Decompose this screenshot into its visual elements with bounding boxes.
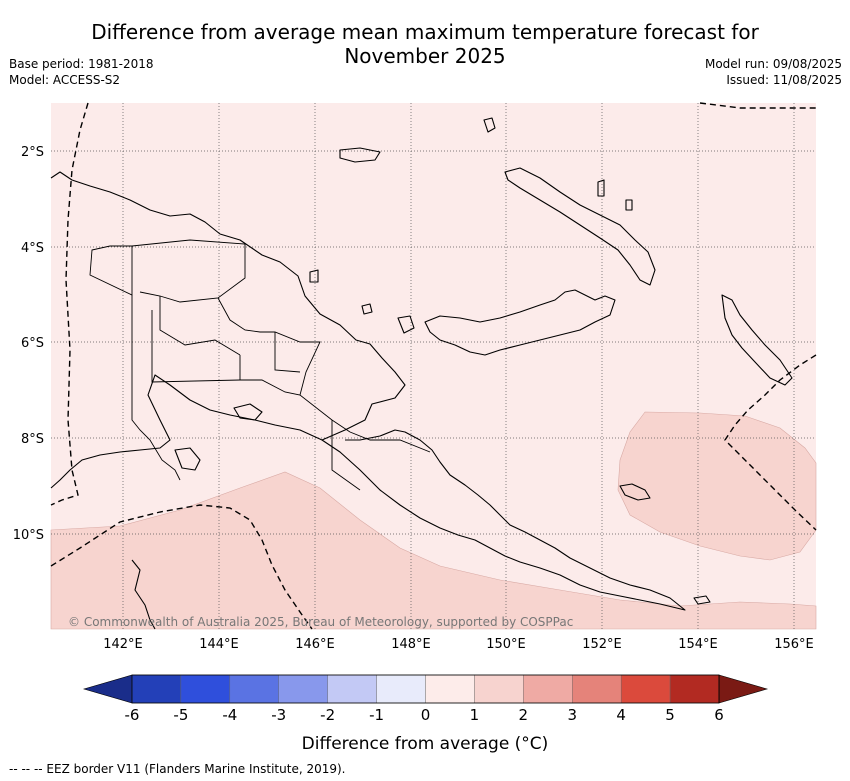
eez-borders: [50, 102, 817, 630]
colorbar-segment: [180, 674, 231, 704]
title-line-1: Difference from average mean maximum tem…: [91, 20, 759, 44]
lat-label: 8°S: [21, 432, 44, 447]
longitude-labels: 142°E 144°E 146°E 148°E 150°E 152°E 154°…: [103, 637, 814, 652]
lon-label: 148°E: [391, 637, 431, 652]
eez-border-west: [50, 102, 89, 506]
lon-label: 150°E: [486, 637, 526, 652]
colorbar-tick-label: -2: [320, 706, 335, 724]
colorbar-label: Difference from average (°C): [302, 734, 549, 754]
colorbar-segment: [278, 674, 328, 704]
eez-border-solomons: [724, 354, 817, 531]
papuan-peninsula-coast: [321, 429, 686, 611]
colorbar-tick-label: 3: [567, 706, 577, 724]
colorbar-tick-label: 1: [470, 706, 480, 724]
lon-label: 154°E: [678, 637, 718, 652]
colorbar-extend-low: [82, 674, 133, 704]
lon-label: 146°E: [295, 637, 335, 652]
lat-label: 6°S: [21, 336, 44, 351]
colorbar-tick-label: -6: [125, 706, 140, 724]
title-line-2: November 2025: [344, 44, 506, 68]
map-title: Difference from average mean maximum tem…: [0, 20, 850, 68]
new-ireland-coast: [504, 167, 656, 286]
eez-border-east: [699, 102, 816, 109]
borders: [89, 239, 431, 491]
colorbar-extend-high: [718, 674, 769, 704]
bougainville-coast: [721, 294, 793, 386]
colorbar-tick-label: 2: [519, 706, 529, 724]
warm-anomaly-region-south: [50, 471, 817, 630]
issued-date: Issued: 11/08/2025: [726, 73, 842, 87]
colorbar-tick-label: 5: [665, 706, 675, 724]
graticule: [51, 103, 816, 629]
eez-footnote: -- -- -- EEZ border V11 (Flanders Marine…: [9, 762, 346, 776]
colorbar-segment: [376, 674, 426, 704]
colorbar-segment: [474, 674, 524, 704]
model-run: Model run: 09/08/2025: [704, 57, 842, 71]
meta-right: Model run: 09/08/2025 Issued: 11/08/2025: [705, 56, 842, 88]
colorbar-tick-label: -1: [369, 706, 384, 724]
cape-york-coast: [131, 559, 156, 630]
colorbar-segment: [131, 674, 182, 704]
model-name: Model: ACCESS-S2: [9, 73, 121, 87]
latitude-labels: 2°S 4°S 6°S 8°S 10°S: [13, 145, 44, 543]
lat-label: 10°S: [13, 528, 44, 543]
colorbar-tick-label: 6: [714, 706, 724, 724]
lat-label: 2°S: [21, 145, 44, 160]
lon-label: 142°E: [103, 637, 143, 652]
eez-border-south: [50, 504, 313, 630]
lat-label: 4°S: [21, 241, 44, 256]
lon-label: 156°E: [774, 637, 814, 652]
meta-left: Base period: 1981-2018 Model: ACCESS-S2: [9, 56, 154, 88]
colorbar-segment: [572, 674, 622, 704]
base-period: Base period: 1981-2018: [9, 57, 154, 71]
colorbar: -6 -5 -4 -3 -2 -1 0 1 2 3 4 5 6: [82, 674, 769, 724]
colorbar-tick-label: -3: [271, 706, 286, 724]
png-indonesia-border: [131, 295, 181, 481]
colorbar-tick-label: -4: [222, 706, 237, 724]
warm-anomaly-region-east: [617, 411, 817, 561]
coastlines: [50, 117, 793, 630]
map-credit: © Commonwealth of Australia 2025, Bureau…: [68, 615, 573, 629]
colorbar-segment: [620, 674, 671, 704]
colorbar-segment: [669, 674, 720, 704]
colorbar-tick-label: 4: [616, 706, 626, 724]
colorbar-tick-label: 0: [421, 706, 431, 724]
new-guinea-coast: [50, 171, 406, 489]
colorbar-frame: [131, 674, 720, 704]
lon-label: 144°E: [199, 637, 239, 652]
colorbar-segment: [523, 674, 573, 704]
colorbar-segment: [327, 674, 377, 704]
colorbar-segment: [229, 674, 279, 704]
colorbar-tick-label: -5: [173, 706, 188, 724]
lon-label: 152°E: [582, 637, 622, 652]
manus-island-coast: [339, 147, 381, 163]
new-britain-coast: [424, 289, 616, 356]
colorbar-segment: [425, 674, 475, 704]
